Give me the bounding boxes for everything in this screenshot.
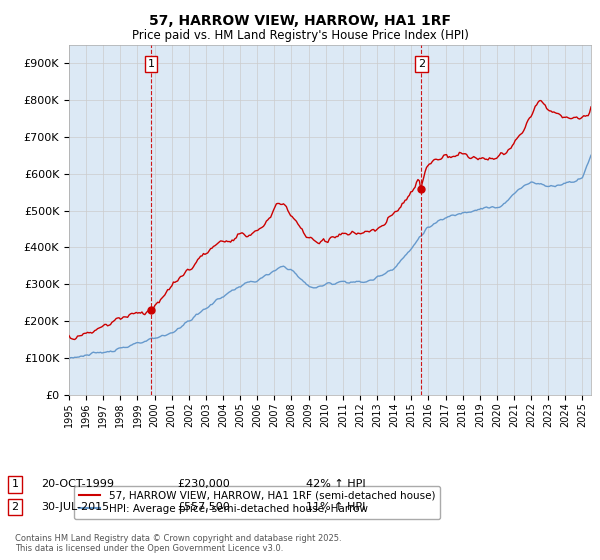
Legend: 57, HARROW VIEW, HARROW, HA1 1RF (semi-detached house), HPI: Average price, semi: 57, HARROW VIEW, HARROW, HA1 1RF (semi-d… <box>74 486 440 519</box>
Text: 2: 2 <box>418 59 425 69</box>
Text: 30-JUL-2015: 30-JUL-2015 <box>41 502 109 512</box>
Text: Contains HM Land Registry data © Crown copyright and database right 2025.
This d: Contains HM Land Registry data © Crown c… <box>15 534 341 553</box>
Text: 20-OCT-1999: 20-OCT-1999 <box>41 479 114 489</box>
Text: 2: 2 <box>11 502 19 512</box>
Text: £557,500: £557,500 <box>177 502 230 512</box>
Text: £230,000: £230,000 <box>177 479 230 489</box>
Text: 1: 1 <box>11 479 19 489</box>
Text: Price paid vs. HM Land Registry's House Price Index (HPI): Price paid vs. HM Land Registry's House … <box>131 29 469 42</box>
Text: 57, HARROW VIEW, HARROW, HA1 1RF: 57, HARROW VIEW, HARROW, HA1 1RF <box>149 14 451 28</box>
Text: 11% ↑ HPI: 11% ↑ HPI <box>306 502 365 512</box>
Text: 42% ↑ HPI: 42% ↑ HPI <box>306 479 365 489</box>
Text: 1: 1 <box>148 59 155 69</box>
